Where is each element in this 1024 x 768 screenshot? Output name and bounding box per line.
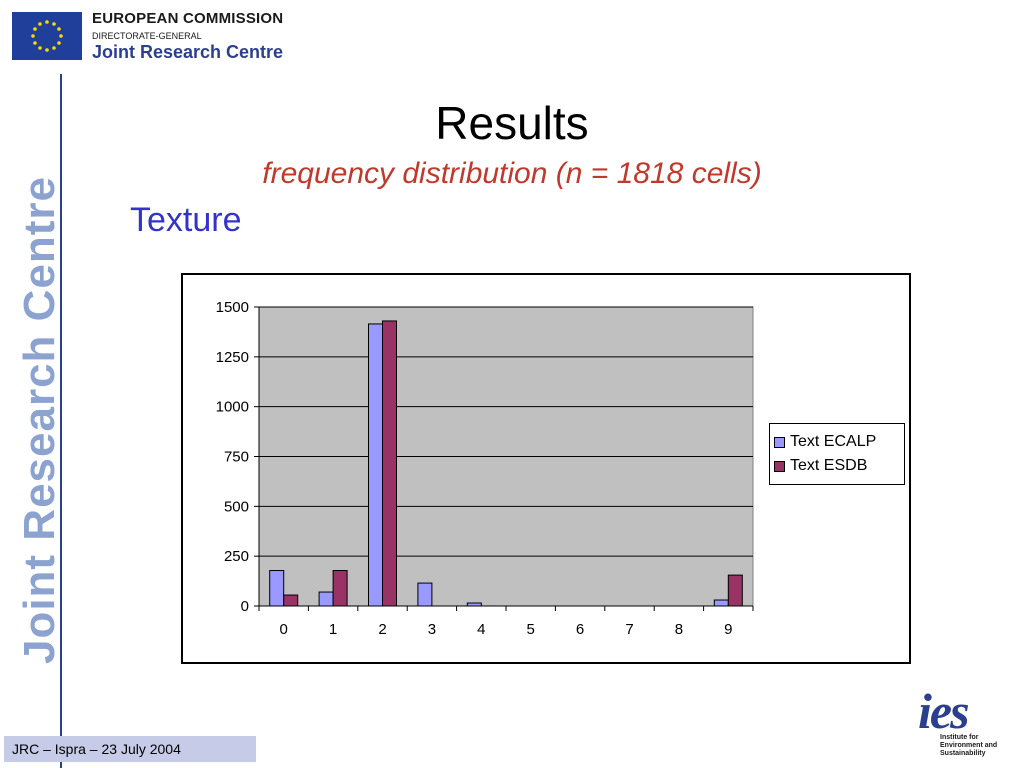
chart-legend: Text ECALP Text ESDB <box>769 423 905 485</box>
left-divider <box>60 74 62 768</box>
chart-frame: 0 250 500 750 1000 1250 1500 0 1 2 3 4 5 6 7 8 9 Text EC… <box>181 273 911 664</box>
y-tick-label: 1000 <box>216 399 249 416</box>
eu-flag-logo <box>12 12 82 60</box>
bar-text-ecalp <box>713 599 729 607</box>
ies-line-2: Environment and <box>940 742 998 749</box>
y-tick-label: 750 <box>224 449 249 466</box>
ies-mark: ies <box>918 683 970 739</box>
x-tick-label: 8 <box>675 621 683 638</box>
x-tick-label: 6 <box>576 621 584 638</box>
x-tick-label: 5 <box>527 621 535 638</box>
ies-line-3: Sustainability <box>940 750 986 757</box>
footer-label: JRC – Ispra – 23 July 2004 <box>4 736 256 762</box>
slide-title: Results <box>435 97 589 149</box>
x-tick-label: 0 <box>280 621 288 638</box>
bar-text-esdb <box>283 594 299 607</box>
y-tick-label: 250 <box>224 548 249 565</box>
eu-stars-icon <box>31 20 63 52</box>
legend-item-esdb: Text ESDB <box>774 454 900 478</box>
x-tick-label: 4 <box>477 621 485 638</box>
bar-text-esdb <box>332 570 348 607</box>
bar-text-ecalp <box>466 602 482 607</box>
ies-line-1: Institute for <box>940 734 979 741</box>
x-tick-label: 3 <box>428 621 436 638</box>
legend-swatch-esdb <box>774 460 785 472</box>
org-centre: Joint Research Centre <box>92 42 284 62</box>
y-tick-label: 1250 <box>216 349 249 366</box>
bar-text-ecalp <box>368 323 383 607</box>
bar-text-ecalp <box>269 570 285 607</box>
bar-text-ecalp <box>417 582 433 607</box>
org-name: EUROPEAN COMMISSION <box>92 10 284 27</box>
slide-subtitle: frequency distribution (n = 1818 cells) <box>262 157 762 190</box>
x-tick-label: 2 <box>378 621 386 638</box>
y-tick-label: 500 <box>224 498 249 515</box>
bar-text-esdb <box>382 320 397 607</box>
x-tick-label: 7 <box>625 621 633 638</box>
x-tick-label: 9 <box>724 621 732 638</box>
legend-item-ecalp: Text ECALP <box>774 430 900 454</box>
bar-chart: 0 250 500 750 1000 1250 1500 0 1 2 3 4 5 6 7 8 9 <box>216 299 754 638</box>
section-label: Texture <box>130 201 242 239</box>
bar-text-esdb <box>727 574 743 607</box>
legend-label-ecalp: Text ECALP <box>790 433 877 450</box>
x-tick-label: 1 <box>329 621 337 638</box>
y-tick-label: 0 <box>241 598 249 615</box>
y-tick-label: 1500 <box>216 299 249 316</box>
legend-swatch-ecalp <box>774 436 785 448</box>
org-directorate: DIRECTORATE-GENERAL <box>92 31 202 41</box>
organization-header: EUROPEAN COMMISSION DIRECTORATE-GENERAL … <box>92 10 283 62</box>
ies-logo: ies Institute for Environment and Sustai… <box>918 683 1014 764</box>
legend-label-esdb: Text ESDB <box>790 457 868 474</box>
bar-text-ecalp <box>318 591 334 607</box>
vertical-brand-text: Joint Research Centre <box>15 175 64 665</box>
